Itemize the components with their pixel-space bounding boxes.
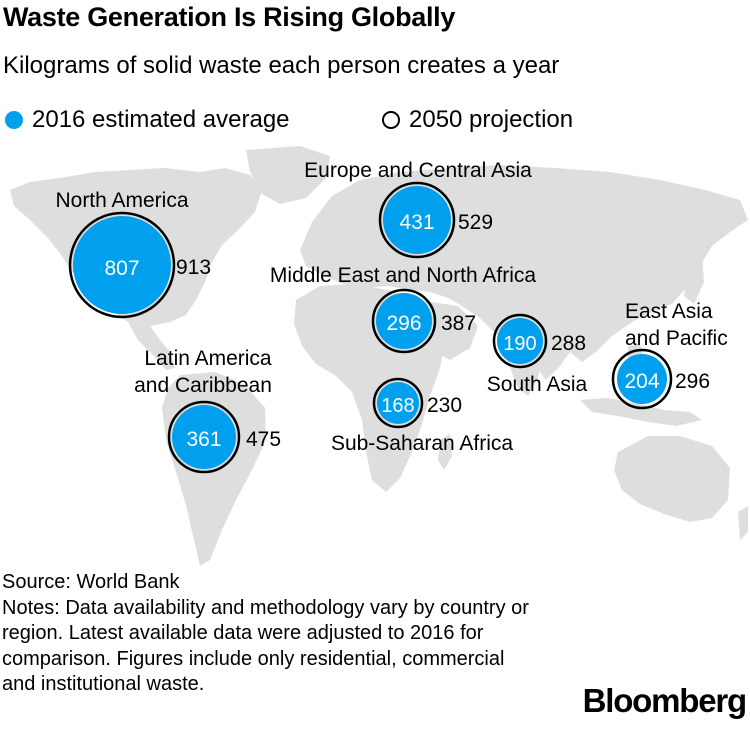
value-2050-east-asia: 296 [675, 370, 710, 393]
value-2016-ssa: 168 [381, 395, 414, 417]
footer: Source: World Bank Notes: Data availabil… [2, 570, 532, 698]
chart-title: Waste Generation Is Rising Globally [3, 2, 456, 32]
label-east-asia-line2: and Pacific [625, 327, 728, 350]
bubble-2016-north-america [73, 216, 171, 314]
land-new-zealand [738, 506, 748, 540]
label-latin-america-line1: Latin America [144, 347, 272, 370]
ring-2050-mena [371, 288, 437, 354]
label-north-america: North America [55, 189, 188, 212]
value-2016-east-asia: 204 [624, 370, 659, 393]
land-indonesia [580, 398, 702, 426]
legend-2050-label: 2050 projection [409, 106, 574, 133]
value-2050-north-america: 913 [176, 256, 211, 279]
methodology-notes: Notes: Data availability and methodology… [2, 596, 529, 696]
value-2016-latin-america: 361 [186, 428, 221, 451]
bubble-2016-south-asia [497, 318, 543, 364]
label-latin-america-line2: and Caribbean [134, 374, 272, 397]
value-2016-south-asia: 190 [503, 333, 536, 355]
value-2050-mena: 387 [441, 312, 476, 335]
region-bubbles: 807 913 North America 431 529 Europe and… [55, 159, 728, 474]
chart-subtitle: Kilograms of solid waste each person cre… [3, 52, 560, 79]
legend-2016: 2016 estimated average [5, 106, 290, 134]
value-2050-ssa: 230 [427, 394, 462, 417]
bubble-2016-latin-america [172, 405, 236, 469]
bubble-2016-ssa [377, 382, 419, 424]
open-circle-icon [382, 111, 400, 129]
bubble-2016-europe [383, 186, 451, 254]
source-note: Source: World Bank [2, 571, 180, 593]
label-east-asia-line1: East Asia [625, 300, 713, 323]
legend-2016-label: 2016 estimated average [32, 106, 290, 133]
legend-2050: 2050 projection [382, 106, 573, 134]
ring-2050-europe [378, 181, 456, 259]
land-madagascar [438, 434, 452, 470]
label-mena: Middle East and North Africa [270, 264, 536, 287]
bloomberg-logo: Bloomberg [582, 682, 748, 719]
value-2050-south-asia: 288 [551, 332, 586, 355]
value-2016-mena: 296 [386, 312, 421, 335]
land-south-america [162, 372, 266, 566]
value-2016-north-america: 807 [104, 257, 139, 280]
label-europe: Europe and Central Asia [304, 159, 532, 182]
land-central-america [128, 322, 175, 370]
label-ssa: Sub-Saharan Africa [331, 432, 513, 455]
label-south-asia: South Asia [487, 373, 588, 396]
land-japan [684, 254, 704, 304]
ring-2050-north-america [68, 211, 176, 319]
land-greenland [246, 146, 330, 204]
bubble-2016-east-asia [617, 354, 667, 404]
ring-2050-latin-america [167, 400, 241, 474]
ring-2050-ssa [372, 377, 424, 429]
value-2016-europe: 431 [399, 211, 434, 234]
ring-2050-east-asia [611, 348, 673, 410]
bubble-2016-mena [376, 293, 432, 349]
ring-2050-south-asia [492, 313, 548, 369]
value-2050-latin-america: 475 [246, 428, 281, 451]
filled-circle-icon [5, 111, 23, 129]
land-arabia [418, 300, 478, 360]
land-australia [614, 436, 730, 522]
value-2050-europe: 529 [458, 211, 493, 234]
